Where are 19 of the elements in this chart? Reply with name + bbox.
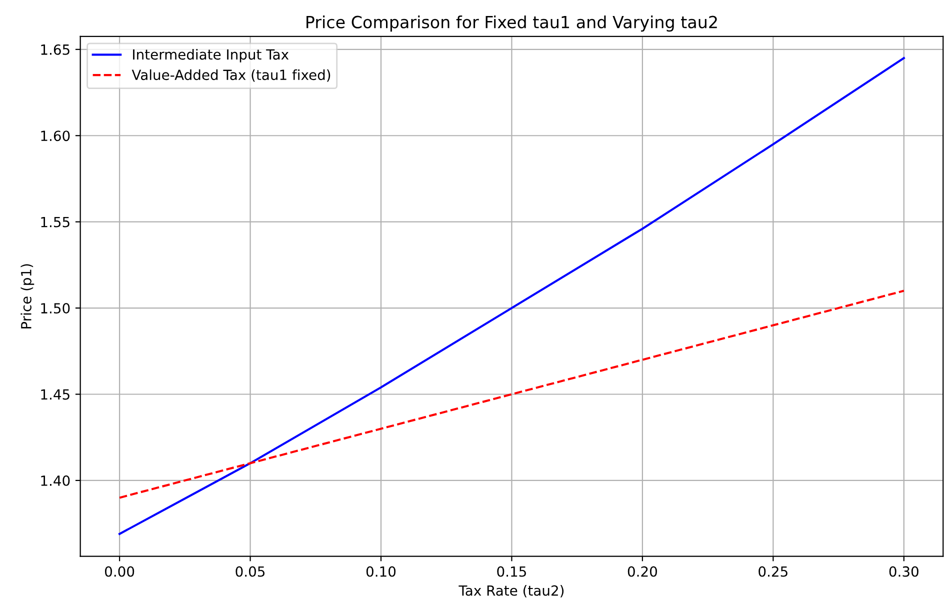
x-axis-title: Tax Rate (tau2) <box>458 585 564 598</box>
y-tick-label: 1.55 <box>41 216 70 228</box>
y-tick-label: 1.60 <box>41 130 70 142</box>
y-tick-label: 1.40 <box>41 475 70 486</box>
y-tick-label: 1.50 <box>41 303 70 314</box>
x-tick-label: 0.05 <box>236 566 265 577</box>
y-axis-title: Price (p1) <box>20 264 34 328</box>
x-tick-label: 0.10 <box>366 566 396 577</box>
x-tick-label: 0.15 <box>497 566 526 577</box>
x-tick-label: 0.25 <box>758 566 788 577</box>
x-tick-label: 0.20 <box>628 566 657 577</box>
y-tick-label: 1.65 <box>41 44 70 55</box>
chart-title: Price Comparison for Fixed tau1 and Varying tau2 <box>306 15 717 32</box>
y-tick-label: 1.45 <box>41 389 70 400</box>
x-tick-label: 0.30 <box>889 566 918 577</box>
line-series <box>118 290 905 499</box>
legend-label: Value-Added Tax (tau1 fixed) <box>132 69 330 82</box>
x-tick-label: 0.00 <box>104 566 134 577</box>
legend-label: Intermediate Input Tax <box>133 48 289 62</box>
